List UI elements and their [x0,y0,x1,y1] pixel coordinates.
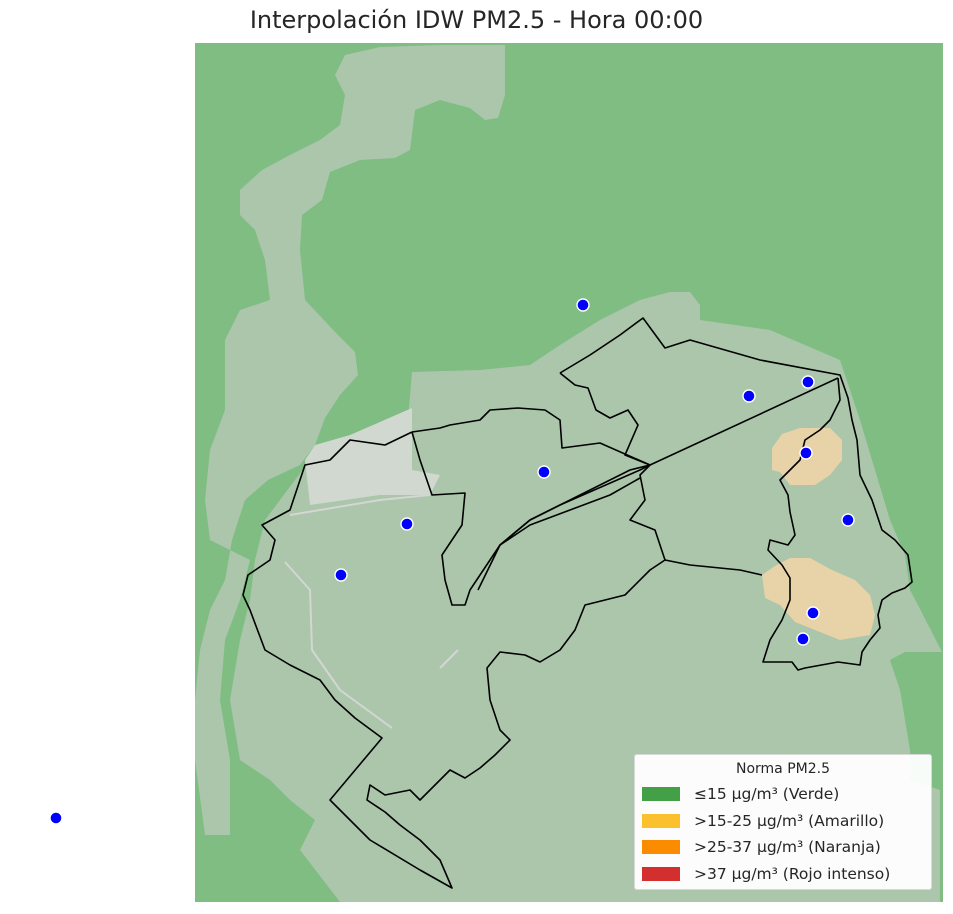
legend-swatch [642,813,680,828]
station-marker [537,465,551,479]
legend: Norma PM2.5 ≤15 µg/m³ (Verde) >15-25 µg/… [634,754,932,890]
legend-item-amarillo: >15-25 µg/m³ (Amarillo) [635,808,931,835]
district-boundaries [242,317,913,889]
legend-swatch [642,840,680,855]
stations-layer [49,298,855,882]
station-marker [576,298,590,312]
legend-item-verde: ≤15 µg/m³ (Verde) [635,781,931,808]
legend-label: >25-37 µg/m³ (Naranja) [694,838,881,857]
river-corridor [195,45,505,835]
station-marker [742,389,756,403]
legend-item-rojo: >37 µg/m³ (Rojo intenso) [635,861,931,888]
station-marker [841,513,855,527]
legend-item-naranja: >25-37 µg/m³ (Naranja) [635,834,931,861]
road-line [284,494,459,729]
legend-label: >37 µg/m³ (Rojo intenso) [694,864,891,883]
legend-label: >15-25 µg/m³ (Amarillo) [694,811,885,830]
legend-title: Norma PM2.5 [735,761,830,777]
station-marker [796,632,810,646]
station-marker [334,568,348,582]
low-density-zone [305,408,440,505]
station-marker [799,446,813,460]
station-marker [49,811,63,825]
legend-swatch [642,866,680,881]
legend-label: ≤15 µg/m³ (Verde) [694,785,840,804]
station-marker [806,606,820,620]
map-title: Interpolación IDW PM2.5 - Hora 00:00 [249,6,704,34]
station-marker [400,517,414,531]
legend-swatch [642,787,680,802]
station-marker [801,375,815,389]
